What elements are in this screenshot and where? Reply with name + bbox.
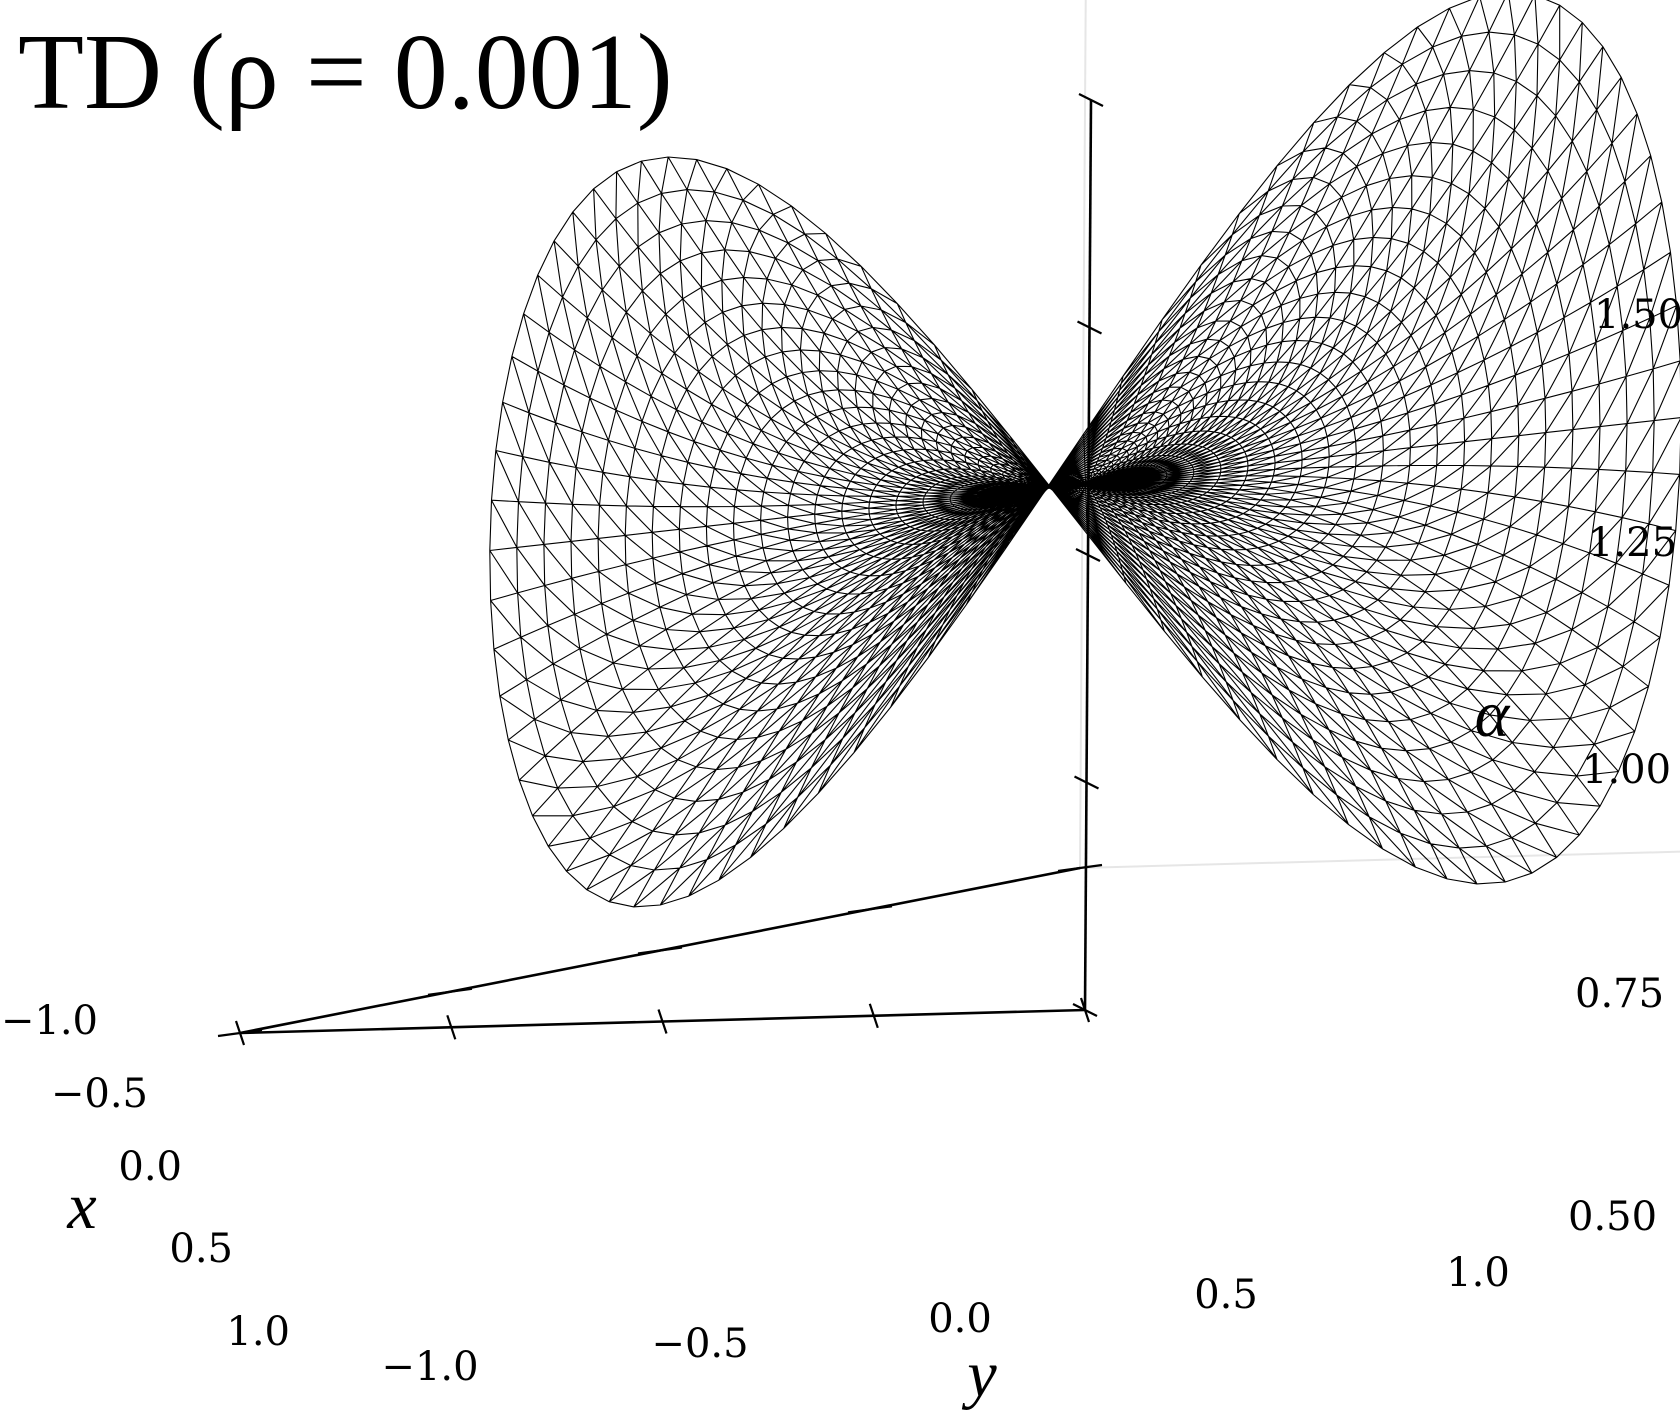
- z-axis-label: α: [1475, 678, 1511, 751]
- y-tick-mark: [446, 1014, 457, 1040]
- z-tick-mark: [1074, 775, 1099, 790]
- y-tick-label: 1.0: [1446, 1250, 1510, 1296]
- x-tick-mark: [217, 1028, 263, 1038]
- x-tick-mark: [847, 905, 893, 914]
- z-tick-mark: [1077, 320, 1102, 335]
- x-axis-ticklabels: −1.0 −0.5 0.0 0.5 1.0: [1, 998, 290, 1355]
- z-tick-label: 1.50: [1594, 292, 1680, 338]
- y-axis-label: y: [961, 1338, 997, 1411]
- pane-edge: [1079, 0, 1087, 869]
- x-tick-label: 1.0: [226, 1309, 290, 1355]
- z-axis-ticklabels: 0.50 0.75 1.00 1.25 1.50: [1568, 292, 1680, 1240]
- z-tick-mark: [1072, 1003, 1098, 1017]
- y-tick-label: 0.0: [928, 1296, 992, 1342]
- y-tick-label: −1.0: [381, 1344, 478, 1390]
- x-tick-mark: [637, 946, 683, 955]
- z-tick-label: 1.00: [1582, 747, 1671, 793]
- y-tick-label: 0.5: [1194, 1272, 1258, 1318]
- pane-edge: [1079, 850, 1680, 869]
- x-tick-label: 0.0: [118, 1144, 182, 1190]
- z-tick-label: 0.50: [1568, 1194, 1657, 1240]
- x-tick-label: 0.5: [169, 1226, 233, 1272]
- surface-mesh: [489, 0, 1680, 908]
- x-tick-mark: [1057, 863, 1103, 873]
- axis-lines: [217, 93, 1104, 1046]
- chart-title: TD (ρ = 0.001): [18, 13, 673, 132]
- y-axis-ticklabels: −1.0 −0.5 0.0 0.5 1.0: [381, 1250, 1509, 1390]
- x-tick-label: −1.0: [1, 998, 98, 1044]
- y-tick-mark: [868, 1003, 879, 1029]
- y-tick-mark: [657, 1009, 668, 1034]
- z-tick-mark: [1075, 548, 1101, 562]
- x-axis-label: x: [66, 1170, 96, 1243]
- z-tick-mark: [1078, 93, 1104, 107]
- wireframe-surface: [489, 0, 1680, 908]
- z-tick-label: 0.75: [1575, 971, 1664, 1017]
- x-tick-label: −0.5: [51, 1071, 148, 1117]
- y-tick-label: −0.5: [651, 1321, 748, 1367]
- x-tick-mark: [427, 987, 473, 996]
- z-tick-label: 1.25: [1588, 520, 1677, 566]
